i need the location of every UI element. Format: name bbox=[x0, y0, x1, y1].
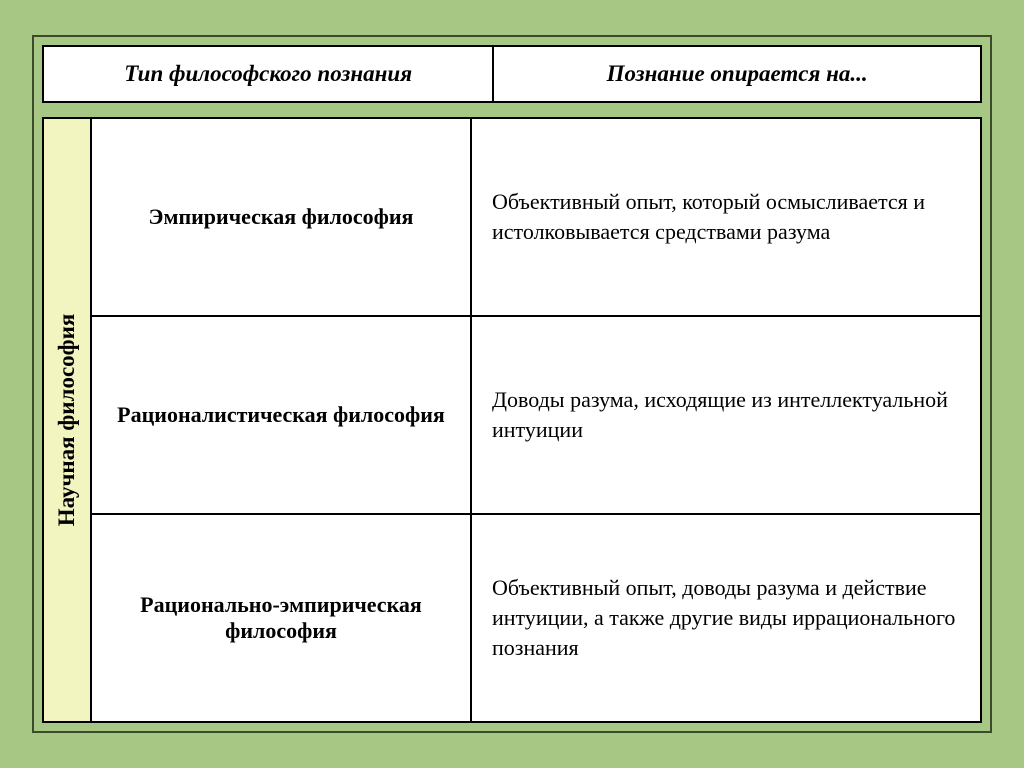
type-cell: Рационально-эмпирическая философия bbox=[91, 514, 471, 722]
table-row: Научная философия Эмпирическая философия… bbox=[43, 118, 981, 316]
desc-cell: Доводы разума, исходящие из интеллектуал… bbox=[471, 316, 981, 514]
body-table: Научная философия Эмпирическая философия… bbox=[42, 117, 982, 723]
sidebar-cell: Научная философия bbox=[43, 118, 91, 722]
type-cell: Эмпирическая философия bbox=[91, 118, 471, 316]
table-row: Рационально-эмпирическая философия Объек… bbox=[43, 514, 981, 722]
slide-frame: Тип философского познания Познание опира… bbox=[32, 35, 992, 733]
header-table: Тип философского познания Познание опира… bbox=[42, 45, 982, 103]
type-cell: Рационалистическая философия bbox=[91, 316, 471, 514]
header-row: Тип философского познания Познание опира… bbox=[43, 46, 981, 102]
desc-cell: Объективный опыт, доводы разума и действ… bbox=[471, 514, 981, 722]
table-gap bbox=[42, 103, 982, 117]
sidebar-label: Научная философия bbox=[54, 314, 80, 527]
header-col-type: Тип философского познания bbox=[43, 46, 493, 102]
header-col-basis: Познание опирается на... bbox=[493, 46, 981, 102]
desc-cell: Объективный опыт, который осмысливается … bbox=[471, 118, 981, 316]
table-row: Рационалистическая философия Доводы разу… bbox=[43, 316, 981, 514]
